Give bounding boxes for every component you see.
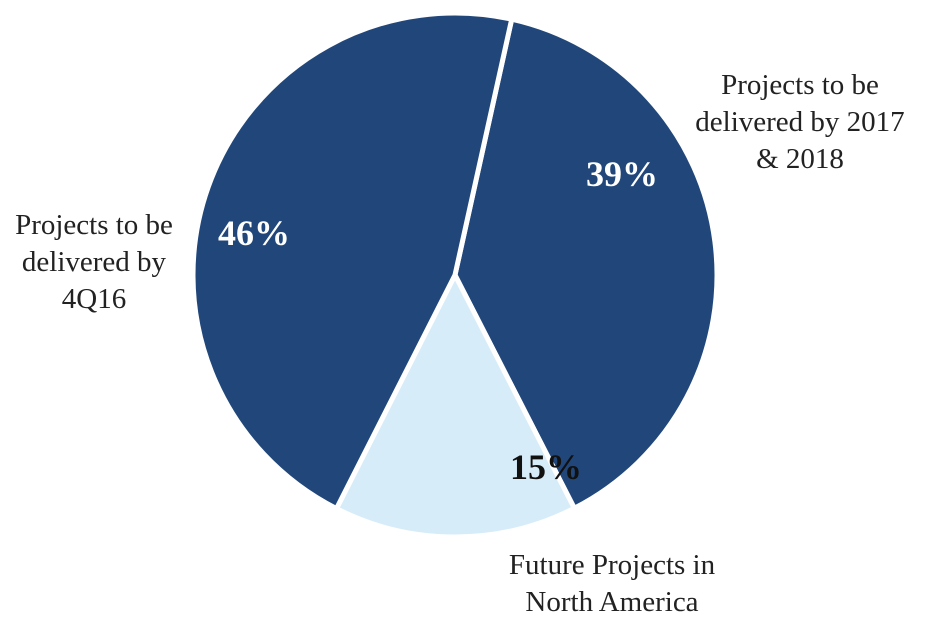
slice-category-label-3: Projects to be delivered by 4Q16 (15, 209, 173, 315)
slice-category-label-2: Future Projects in North America (509, 549, 716, 618)
pie-slice-3 (190, 10, 515, 512)
slice-percent-label-2: 15% (510, 447, 582, 487)
slice-percent-label-3: 46% (218, 213, 290, 253)
slice-labels: Projects to be delivered by 2017 & 2018 Fut… (15, 69, 905, 618)
slice-category-label-line: & 2018 (756, 143, 844, 175)
slice-category-label-line: North America (525, 586, 698, 618)
pie-slice-2 (333, 272, 577, 540)
percent-labels: 39% 15% 46% (218, 154, 658, 487)
pie-slice-1 (452, 16, 720, 511)
slice-category-label-line: 4Q16 (62, 283, 126, 315)
slice-category-label-line: Future Projects in (509, 549, 716, 581)
slice-category-label-line: Projects to be (721, 69, 879, 101)
slice-category-label-line: delivered by 2017 (695, 106, 904, 138)
slice-category-label-line: Projects to be (15, 209, 173, 241)
slice-category-label-line: delivered by (22, 246, 167, 278)
slice-category-label-1: Projects to be delivered by 2017 & 2018 (695, 69, 904, 175)
pie-slices (190, 10, 720, 540)
slice-percent-label-1: 39% (586, 154, 658, 194)
